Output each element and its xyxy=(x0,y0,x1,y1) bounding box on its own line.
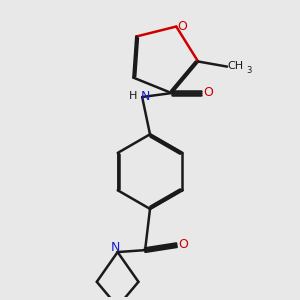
Text: O: O xyxy=(203,85,213,99)
Text: O: O xyxy=(178,238,188,251)
Text: N: N xyxy=(140,89,150,103)
Text: H: H xyxy=(129,91,137,101)
Text: N: N xyxy=(111,241,120,254)
Text: CH: CH xyxy=(228,61,244,70)
Text: O: O xyxy=(177,20,187,33)
Text: 3: 3 xyxy=(246,65,251,74)
